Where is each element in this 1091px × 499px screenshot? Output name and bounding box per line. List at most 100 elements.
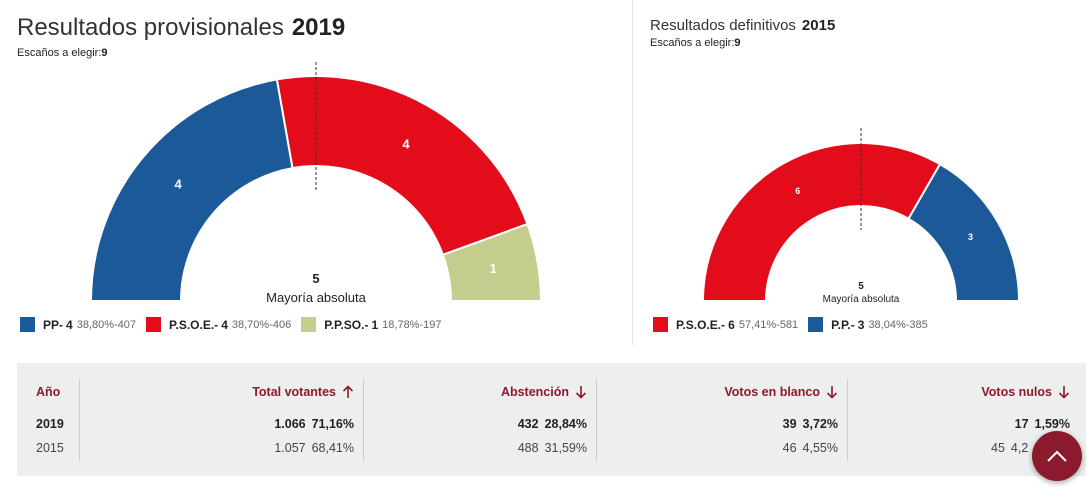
legend-party-name: P.P.SO.- (324, 317, 369, 332)
seat-label-p-p: 3 (968, 232, 973, 242)
year-column: Año 2019 2015 (17, 379, 79, 461)
seat-label-p-s-o-e: 4 (402, 137, 410, 152)
seat-label-p-p-so: 1 (490, 261, 497, 276)
legend-party-name: PP- (43, 317, 64, 332)
chart-title-2019: Resultados provisionales 2019 (17, 14, 345, 42)
blank-votes-2019: 39 3,72% (783, 417, 838, 431)
abstention-2015: 488 31,59% (518, 441, 587, 455)
seat-segment-p-s-o-e[interactable] (701, 142, 942, 302)
legend-party-name: P.S.O.E.- (676, 317, 726, 332)
legend-votes: 581 (779, 318, 799, 331)
majority-label: Mayoría absoluta (266, 290, 366, 305)
total-voters-2019: 1.066 71,16% (274, 417, 354, 431)
year-2015: 2015 (36, 441, 64, 455)
turnout-stats-table: Año 2019 2015 Total votantes 1.066 71,16%… (17, 363, 1086, 476)
total-voters-value: 1.066 (274, 417, 306, 431)
total-voters-2015: 1.057 68,41% (274, 441, 354, 455)
legend-item-pp[interactable]: PP- 4 38,80% - 407 (20, 317, 136, 332)
seats-label: Escaños a elegir: (17, 47, 102, 59)
legend-item-p-s-o-e[interactable]: P.S.O.E.- 4 38,70% - 406 (146, 317, 291, 332)
legend-swatch (20, 317, 35, 332)
majority-label: Mayoría absoluta (823, 294, 900, 305)
null-votes-2015: 45 4,2 (991, 441, 1028, 455)
legend-seats: 4 (221, 317, 228, 332)
seat-label-pp: 4 (174, 177, 182, 192)
seats-to-elect: Escaños a elegir:9 (17, 47, 108, 59)
arrow-down-icon (826, 386, 838, 399)
blank-votes-value: 46 (782, 441, 797, 455)
legend-seats: 3 (857, 317, 865, 332)
blank-votes-column: Votos en blanco 39 3,72% 46 4,55% (596, 379, 847, 461)
blank-votes-2015: 46 4,55% (783, 441, 838, 455)
legend-separator: - (419, 318, 424, 331)
legend-item-p-p-so[interactable]: P.P.SO.- 1 18,78% - 197 (301, 317, 442, 332)
legend-2019: PP- 4 38,80% - 407 P.S.O.E.- 4 38,70% - 406 P.P.… (20, 317, 452, 332)
chart-title: Resultados definitivos (650, 17, 796, 34)
arrow-down-icon (1058, 386, 1070, 399)
abstention-value: 432 (517, 417, 539, 431)
total-voters-header: Total votantes (252, 385, 354, 399)
results-2015-panel: Resultados definitivos 2015 Escaños a ele… (632, 0, 1091, 345)
seats-total: 9 (101, 47, 108, 59)
legend-item-p-s-o-e[interactable]: P.S.O.E.- 6 57,41% - 581 (653, 317, 798, 332)
legend-separator: - (269, 318, 273, 331)
results-2019-panel: Resultados provisionales 2019 Escaños a e… (0, 0, 620, 345)
legend-party-name: P.P.- (831, 317, 855, 332)
legend-seats: 6 (728, 317, 735, 332)
seat-segment-p-s-o-e[interactable] (275, 75, 529, 257)
scroll-top-button[interactable] (1032, 431, 1082, 481)
legend-votes: 197 (423, 318, 442, 331)
seat-label-p-s-o-e: 6 (795, 186, 800, 196)
abstention-pct: 31,59% (544, 441, 587, 455)
null-votes-value: 17 (1014, 417, 1029, 431)
legend-swatch (808, 317, 824, 332)
legend-votes: 407 (117, 318, 137, 331)
blank-votes-value: 39 (782, 417, 797, 431)
legend-votes: 385 (909, 318, 928, 331)
seats-label: Escaños a elegir: (650, 37, 735, 49)
legend-percent: 18,78% (382, 318, 420, 331)
null-votes-pct: 1,59% (1034, 417, 1070, 431)
total-voters-column: Total votantes 1.066 71,16% 1.057 68,41% (79, 379, 363, 461)
chart-title-2015: Resultados definitivos 2015 (650, 17, 835, 34)
blank-votes-pct: 4,55% (802, 441, 838, 455)
seat-segment-pp[interactable] (89, 78, 294, 302)
majority-value: 5 (312, 271, 319, 286)
legend-separator: - (114, 318, 118, 331)
blank-votes-header: Votos en blanco (724, 385, 838, 399)
total-voters-pct: 68,41% (311, 441, 354, 455)
legend-percent: 57,41% (738, 318, 777, 331)
blank-votes-label: Votos en blanco (724, 385, 820, 399)
legend-percent: 38,80% (76, 318, 115, 331)
seats-total: 9 (734, 37, 741, 49)
arrow-down-icon (575, 386, 587, 399)
legend-separator: - (905, 318, 910, 331)
abstention-pct: 28,84% (544, 417, 587, 431)
null-votes-pct: 4,2 (1010, 441, 1029, 455)
legend-party-name: P.S.O.E.- (169, 317, 219, 332)
total-voters-label: Total votantes (252, 385, 336, 399)
arrow-up-icon (342, 385, 354, 398)
legend-item-p-p[interactable]: P.P.- 3 38,04% - 385 (808, 317, 928, 332)
legend-seats: 4 (66, 317, 73, 332)
legend-seats: 1 (371, 317, 379, 332)
legend-percent: 38,70% (231, 318, 270, 331)
hemicycle-chart-2015: 6 3 5 Mayoría absoluta (701, 128, 1021, 305)
year-2019: 2019 (36, 417, 64, 431)
chart-title: Resultados provisionales (17, 14, 284, 41)
abstention-2019: 432 28,84% (518, 417, 587, 431)
abstention-value: 488 (517, 441, 539, 455)
null-votes-column: Votos nulos 17 1,59% 45 4,2 (847, 379, 1086, 461)
chevron-up-icon (1047, 450, 1067, 462)
chart-year: 2015 (801, 17, 836, 34)
null-votes-header: Votos nulos (981, 385, 1070, 399)
abstention-label: Abstención (500, 385, 569, 399)
total-voters-pct: 71,16% (311, 417, 354, 431)
null-votes-label: Votos nulos (981, 385, 1052, 399)
legend-2015: P.S.O.E.- 6 57,41% - 581 P.P.- 3 38,04% - 385 (653, 317, 938, 332)
seat-segment-p-p-so[interactable] (441, 222, 543, 302)
seat-segment-p-p[interactable] (907, 162, 1021, 302)
chart-year: 2019 (291, 14, 346, 41)
abstention-column: Abstención 432 28,84% 488 31,59% (363, 379, 596, 461)
majority-value: 5 (858, 281, 864, 292)
